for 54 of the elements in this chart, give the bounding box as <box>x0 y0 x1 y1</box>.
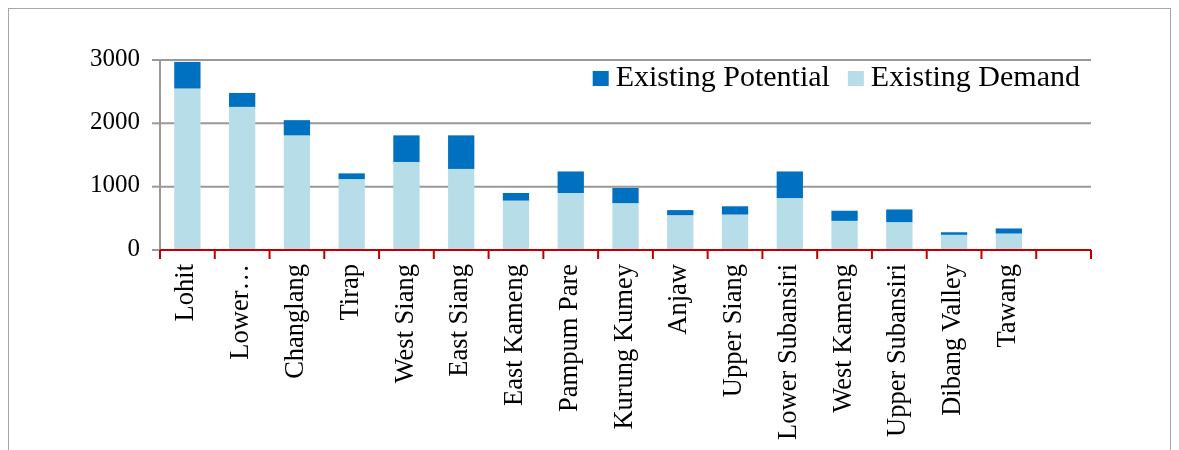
bar <box>229 106 256 250</box>
bar <box>338 179 365 250</box>
bar <box>448 135 475 169</box>
x-tick-label: Lohit <box>169 263 200 322</box>
x-tick-label: Anjaw <box>662 263 693 335</box>
bar <box>721 206 749 215</box>
x-tick-label: East Siang <box>443 264 474 377</box>
x-tick-label: Tawang <box>990 264 1021 348</box>
x-tick-label: Upper Subansiri <box>881 264 912 437</box>
bar <box>612 203 639 250</box>
y-tick-label: 0 <box>127 233 140 261</box>
x-tick-label: Changlang <box>278 264 309 379</box>
bar <box>393 135 420 162</box>
bar <box>174 61 201 89</box>
bar <box>886 222 913 250</box>
bar <box>557 193 584 250</box>
bar <box>940 232 968 235</box>
bar <box>667 215 694 250</box>
y-tick-label: 3000 <box>90 43 140 71</box>
bar <box>667 210 694 216</box>
bar <box>995 228 1022 234</box>
x-tick-label: West Siang <box>388 264 419 384</box>
x-tick-label: Kurung Kumey <box>607 263 638 430</box>
bar <box>502 193 530 201</box>
x-tick-label: Pampum Pare <box>552 264 583 412</box>
x-tick-label: Lower Subansiri <box>771 264 802 440</box>
x-tick-label: Dibang Valley <box>936 263 967 416</box>
bar <box>393 161 420 250</box>
bar <box>502 200 530 250</box>
bar <box>174 88 201 250</box>
bar <box>612 187 639 204</box>
legend-label: Existing Potential <box>615 58 830 92</box>
bar <box>557 171 584 193</box>
x-tick-label: West Kameng <box>826 264 857 413</box>
x-tick-label: Upper Siang <box>717 264 748 398</box>
bar <box>776 171 803 199</box>
bar <box>886 209 913 223</box>
bar <box>831 220 858 250</box>
x-tick-label: East Kameng <box>498 264 529 407</box>
bar <box>283 120 311 136</box>
x-tick-label: Tirap <box>333 264 364 321</box>
bar <box>995 233 1022 250</box>
legend-label: Existing Demand <box>870 58 1080 92</box>
x-tick-label: Lower… <box>224 264 255 360</box>
bar <box>283 135 311 250</box>
bar <box>721 214 749 250</box>
bar <box>229 92 256 107</box>
y-tick-label: 2000 <box>90 107 140 135</box>
bar <box>338 173 365 180</box>
bar <box>448 168 475 250</box>
y-tick-label: 1000 <box>90 170 140 198</box>
bar <box>776 198 803 250</box>
bar <box>831 210 858 221</box>
bar <box>940 234 968 250</box>
